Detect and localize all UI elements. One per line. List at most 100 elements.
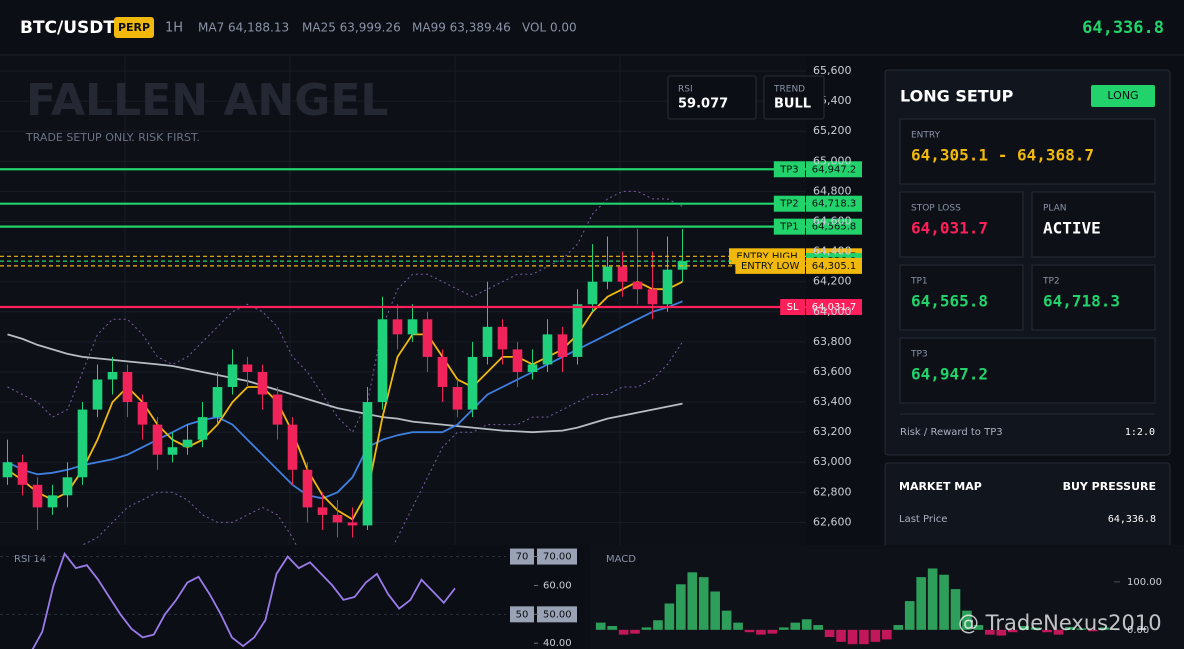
- symbol: BTC/USDT: [20, 18, 115, 38]
- panel-title: MACD: [606, 554, 636, 565]
- y-tick-label: 63,800: [813, 335, 852, 348]
- candle-body: [482, 326, 493, 357]
- macd-bar: [813, 625, 823, 630]
- rsi-level-label: 50: [516, 609, 529, 620]
- price-axis: 62,600 62,800 63,000 63,200 63,400 63,600 63,8…: [813, 64, 852, 528]
- candle-body: [632, 281, 643, 290]
- candle-body: [287, 424, 298, 470]
- level-value: 64,718.3: [812, 199, 857, 210]
- level-value: 64,947.2: [812, 164, 857, 175]
- y-tick-label: 62,800: [813, 485, 852, 498]
- candle-body: [152, 424, 163, 455]
- macd-bar: [1088, 629, 1098, 632]
- y-tick-label: 65,000: [813, 154, 852, 167]
- rr-value: 1:2.0: [1125, 427, 1155, 438]
- level-value: 64,565.8: [812, 222, 857, 233]
- stat-box: [763, 75, 825, 120]
- market-status: BUY PRESSURE: [1063, 480, 1156, 493]
- entry-box: [899, 118, 1156, 185]
- macd-bar: [767, 629, 778, 634]
- y-tick-label: 0.00: [1127, 625, 1149, 636]
- y-tick-label: 62,600: [813, 515, 852, 528]
- candle-body: [47, 495, 58, 508]
- macd-bar: [676, 584, 686, 630]
- candle-body: [92, 379, 103, 410]
- stop-value: 64,031.7: [911, 219, 988, 238]
- macd-bar: [904, 601, 915, 630]
- candle-body: [2, 462, 13, 478]
- rsi-line: [31, 551, 456, 649]
- watermark-title: FALLEN ANGEL: [26, 75, 388, 126]
- macd-bar: [595, 622, 606, 630]
- candle-body: [362, 402, 373, 526]
- watermark-subtitle: TRADE SETUP ONLY. RISK FIRST.: [25, 131, 200, 144]
- macd-layer: MACD 0.00 100.00: [595, 554, 1162, 645]
- y-tick-label: 63,200: [813, 425, 852, 438]
- level-name: SL: [787, 302, 799, 313]
- macd-bar: [973, 625, 984, 630]
- candle-body: [512, 349, 523, 372]
- macd-bar: [607, 625, 617, 630]
- level-value: 64,031.7: [812, 302, 857, 313]
- rsi-chart: RSI 14 70 50 40.00 50.00 60.00 70.00: [0, 548, 577, 649]
- rsi-level-tag: [510, 548, 534, 565]
- candle-body: [197, 417, 208, 440]
- y-tick-label: 70.00: [543, 552, 572, 563]
- candle-body: [347, 522, 358, 526]
- level-value-tag: [806, 257, 862, 274]
- macd-bar: [710, 591, 720, 630]
- candle-body: [212, 387, 223, 418]
- volume: VOL 0.00: [522, 21, 577, 35]
- level-name-tag: [773, 195, 805, 212]
- macd-bar: [664, 603, 675, 630]
- plan-value: ACTIVE: [1043, 219, 1101, 238]
- setup-panel: LONG SETUP LONG ENTRY 64,305.1 - 64,368.…: [884, 69, 1171, 456]
- rsi-level-tag: [510, 606, 534, 623]
- plot-area: [0, 56, 806, 545]
- plan-label: PLAN: [1043, 204, 1067, 214]
- candle-body: [167, 447, 178, 455]
- candle-body: [662, 269, 673, 305]
- market-card: [884, 462, 1171, 559]
- candle-body: [617, 266, 628, 282]
- y-tick-label: 60.00: [543, 580, 572, 591]
- y-tick-label: 63,600: [813, 365, 852, 378]
- y-tick-label: 65,600: [813, 64, 852, 77]
- badge: PERP: [118, 21, 150, 34]
- stop-box: [899, 191, 1024, 258]
- macd-bar: [698, 577, 709, 630]
- candle-body: [137, 402, 148, 425]
- macd-bar: [1053, 629, 1064, 635]
- tp3-label: TP3: [910, 350, 928, 360]
- long-badge: LONG: [1107, 89, 1138, 102]
- y-tick-label: 63,000: [813, 455, 852, 468]
- macd-bar: [630, 629, 640, 634]
- y-tick-label: 64,600: [813, 215, 852, 228]
- ma99: MA99 63,389.46: [412, 21, 511, 35]
- stop-label: STOP LOSS: [911, 204, 961, 214]
- candle-body: [377, 319, 388, 403]
- level-value-tag: [806, 218, 862, 235]
- level-value-tag: [806, 299, 862, 316]
- macd-bar: [882, 629, 892, 640]
- market-price: 64,336.8: [1108, 514, 1156, 525]
- macd-bar: [779, 627, 789, 630]
- candle-body: [77, 409, 88, 478]
- level-name-tag: [773, 218, 805, 235]
- macd-bar: [801, 619, 812, 630]
- macd-bar: [870, 629, 881, 642]
- entry-label: ENTRY: [911, 131, 941, 141]
- macd-bar: [996, 629, 1007, 636]
- macd-bar: [653, 620, 663, 630]
- levels: 64,947.2TP364,718.3TP264,565.8TP164,368.…: [0, 161, 862, 316]
- badge-bg: [114, 17, 154, 38]
- level-value-tag: [806, 161, 862, 178]
- price-plot: [2, 190, 688, 545]
- rsi-level-label: 70: [516, 552, 529, 563]
- candle-body: [317, 507, 328, 515]
- stat-value: BULL: [774, 97, 811, 112]
- interval[interactable]: 1H: [165, 21, 183, 36]
- macd-bar: [1019, 625, 1029, 630]
- long-badge-bg: [1091, 85, 1155, 107]
- macd-bar: [790, 622, 801, 630]
